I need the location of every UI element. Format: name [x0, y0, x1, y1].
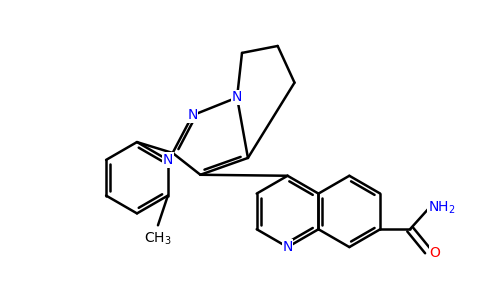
Text: N: N: [187, 108, 197, 122]
Text: NH$_2$: NH$_2$: [428, 199, 455, 216]
Text: O: O: [429, 246, 440, 260]
Text: CH$_3$: CH$_3$: [144, 231, 172, 247]
Text: N: N: [232, 91, 242, 104]
Text: N: N: [163, 153, 173, 167]
Text: N: N: [282, 240, 293, 254]
